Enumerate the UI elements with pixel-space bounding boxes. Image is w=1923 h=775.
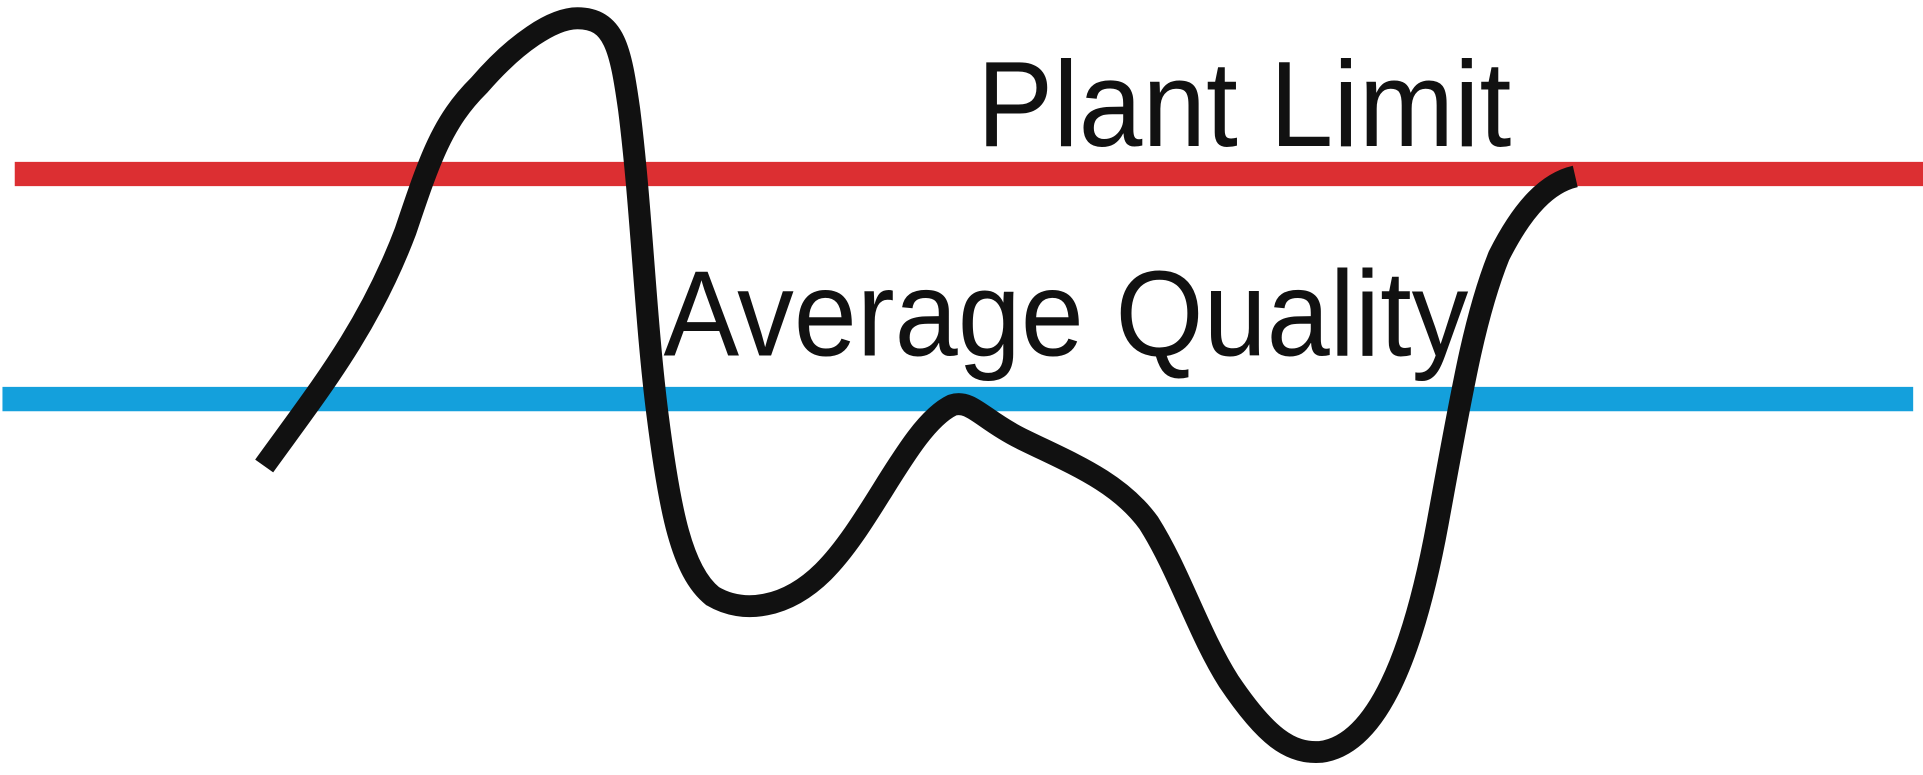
average-quality-label: Average Quality: [664, 245, 1469, 381]
quality-curve: [255, 7, 1579, 763]
plant-limit-label: Plant Limit: [977, 36, 1512, 172]
